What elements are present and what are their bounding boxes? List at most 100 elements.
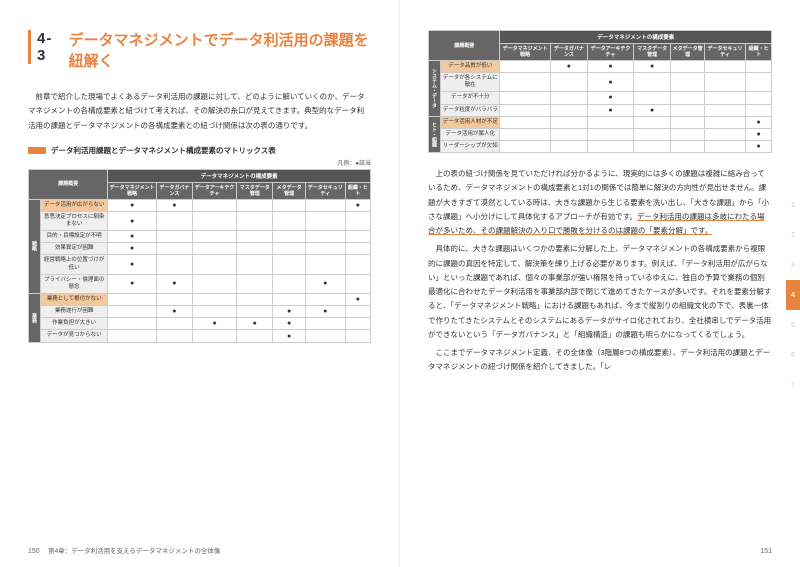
- chapter-tab-5[interactable]: 5: [786, 310, 800, 340]
- table-row: ヒト・組織データ活用人材が不足●: [429, 116, 772, 128]
- matrix-cell: [108, 318, 156, 330]
- row-label: 目的・目標設定が不明: [41, 231, 108, 243]
- matrix-cell: [704, 104, 746, 116]
- matrix-cell: ●: [588, 73, 634, 92]
- matrix-cell: [550, 128, 587, 140]
- column-header: データアーキテクチャ: [588, 44, 634, 61]
- right-paragraph-2: 具体的に、大きな課題はいくつかの要素に分解した上、データマネジメントの各構成要素…: [428, 242, 772, 342]
- matrix-cell: [237, 274, 273, 293]
- matrix-cell: [500, 116, 550, 128]
- matrix-cell: [305, 330, 345, 342]
- matrix-cell: [156, 294, 192, 306]
- matrix-cell: ●: [108, 231, 156, 243]
- section-title: データマネジメントでデータ利活用の課題を紐解く: [69, 30, 371, 72]
- matrix-cell: [345, 231, 370, 243]
- chapter-tab-7[interactable]: 7: [786, 370, 800, 400]
- group-header: システム・データ: [429, 61, 441, 117]
- chapter-tab-3[interactable]: 3: [786, 250, 800, 280]
- table-row: 業務業務として根付かない●: [29, 294, 371, 306]
- matrix-cell: [704, 116, 746, 128]
- matrix-cell: [500, 104, 550, 116]
- matrix-cell: [273, 274, 305, 293]
- matrix-cell: [305, 318, 345, 330]
- table-row: 業務遂行が困難●●●: [29, 306, 371, 318]
- row-label: データ品質が低い: [441, 61, 500, 73]
- table-row: 意思決定プロセスに馴染まない●: [29, 211, 371, 230]
- intro-paragraph: 前章で紹介した現場でよくあるデータ利活用の課題に対して、どのように解いていくのか…: [28, 90, 371, 133]
- group-header: 戦略: [29, 199, 41, 293]
- chapter-tab-2[interactable]: 2: [786, 220, 800, 250]
- matrix-cell: [108, 330, 156, 342]
- matrix-cell: [500, 140, 550, 152]
- matrix-cell: [193, 274, 237, 293]
- table-caption-row: データ利活用課題とデータマネジメント構成要素のマトリックス表: [28, 145, 371, 156]
- column-header: データアーキテクチャ: [193, 182, 237, 199]
- matrix-cell: ●: [273, 330, 305, 342]
- matrix-cell: ●: [746, 140, 772, 152]
- matrix-cell: [500, 92, 550, 104]
- matrix-cell: [273, 199, 305, 211]
- table-row: データ粒度がバラバラ●●: [429, 104, 772, 116]
- column-header: マスタデータ管理: [237, 182, 273, 199]
- matrix-cell: ●: [108, 243, 156, 255]
- chapter-footer: 第4章：データ利活用を支えるデータマネジメントの全体像: [48, 545, 220, 555]
- matrix-cell: [671, 92, 704, 104]
- matrix-cell: [671, 128, 704, 140]
- right-paragraph-1: 上の表の紐づけ関係を見ていただければ分かるように、現実的には多くの課題は複雑に絡…: [428, 167, 772, 238]
- matrix-cell: [156, 243, 192, 255]
- row-label: 意思決定プロセスに馴染まない: [41, 211, 108, 230]
- section-header: 4-3 データマネジメントでデータ利活用の課題を紐解く: [28, 30, 371, 72]
- table-row: データ活用が属人化●: [429, 128, 772, 140]
- chapter-tabs: 1234567: [786, 190, 800, 400]
- table-legend: 凡例：●該当: [28, 158, 371, 167]
- matrix-cell: [237, 231, 273, 243]
- matrix-cell: [273, 243, 305, 255]
- row-label: 業務として根付かない: [41, 294, 108, 306]
- chapter-tab-4[interactable]: 4: [786, 280, 800, 310]
- matrix-cell: ●: [746, 116, 772, 128]
- matrix-cell: ●: [746, 128, 772, 140]
- column-header: データセキュリティ: [704, 44, 746, 61]
- matrix-cell: [704, 61, 746, 73]
- group-header: 業務: [29, 294, 41, 343]
- table-row: システム・データデータ品質が低い●●●: [429, 61, 772, 73]
- matrix-cell: [108, 306, 156, 318]
- matrix-cell: [704, 140, 746, 152]
- table-row: データが各システムに散在●: [429, 73, 772, 92]
- row-label: 作業負担が大きい: [41, 318, 108, 330]
- matrix-cell: [237, 294, 273, 306]
- matrix-cell: [305, 211, 345, 230]
- matrix-cell: [633, 73, 671, 92]
- matrix-cell: [345, 255, 370, 274]
- matrix-cell: ●: [108, 211, 156, 230]
- row-label: 経営戦略上の位置づけが低い: [41, 255, 108, 274]
- table-caption: データ利活用課題とデータマネジメント構成要素のマトリックス表: [51, 145, 276, 156]
- matrix-cell: [345, 330, 370, 342]
- matrix-cell: [550, 73, 587, 92]
- matrix-cell: ●: [273, 318, 305, 330]
- matrix-cell: [156, 211, 192, 230]
- table-row: データが見つからない●: [29, 330, 371, 342]
- column-header: メタデータ管理: [273, 182, 305, 199]
- chapter-tab-1[interactable]: 1: [786, 190, 800, 220]
- matrix-cell: [156, 318, 192, 330]
- matrix-cell: ●: [633, 104, 671, 116]
- matrix-cell: [345, 306, 370, 318]
- section-number: 4-3: [37, 30, 59, 64]
- chapter-tab-6[interactable]: 6: [786, 340, 800, 370]
- matrix-cell: [273, 294, 305, 306]
- column-header: メタデータ管理: [671, 44, 704, 61]
- matrix-cell: [500, 61, 550, 73]
- matrix-cell: [108, 294, 156, 306]
- matrix-cell: [345, 274, 370, 293]
- matrix-cell: [588, 128, 634, 140]
- section-number-wrap: 4-3: [28, 30, 59, 64]
- matrix-cell: [273, 211, 305, 230]
- matrix-cell: ●: [273, 306, 305, 318]
- matrix-table-left: 課題概要データマネジメントの構成要素データマネジメント戦略データガバナンスデータ…: [28, 169, 371, 343]
- column-header: マスタデータ管理: [633, 44, 671, 61]
- matrix-cell: [588, 140, 634, 152]
- matrix-cell: [305, 294, 345, 306]
- matrix-cell: [193, 255, 237, 274]
- right-page: 課題概要データマネジメントの構成要素データマネジメント戦略データガバナンスデータ…: [400, 0, 800, 567]
